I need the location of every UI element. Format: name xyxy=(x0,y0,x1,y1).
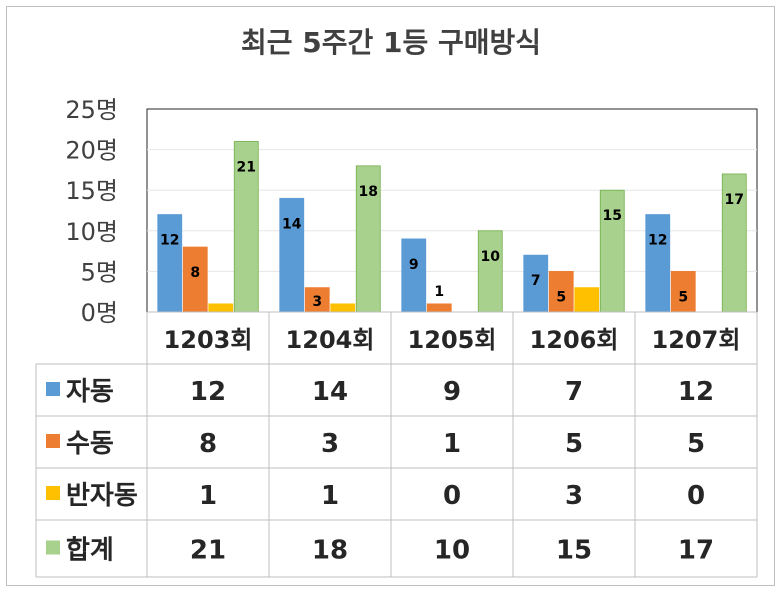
chart-title: 최근 5주간 1등 구매방식 xyxy=(241,26,541,59)
data-label: 3 xyxy=(312,294,322,310)
data-label: 12 xyxy=(160,233,179,249)
legend-key xyxy=(46,434,60,448)
y-tick-label: 10명 xyxy=(65,218,118,246)
data-label: 10 xyxy=(481,249,501,265)
category-label: 1206회 xyxy=(530,326,619,354)
bar xyxy=(599,189,625,313)
data-label: 9 xyxy=(409,257,419,273)
legend-key xyxy=(46,486,60,500)
table-cell: 12 xyxy=(678,377,714,407)
bar xyxy=(645,214,671,313)
bar xyxy=(670,270,696,313)
bar xyxy=(233,141,259,313)
data-label: 1 xyxy=(434,284,444,300)
data-label: 5 xyxy=(678,289,688,305)
table-cell: 1 xyxy=(321,481,339,511)
y-tick-label: 25명 xyxy=(65,96,118,124)
bar xyxy=(401,238,427,313)
y-tick-label: 15명 xyxy=(65,177,118,205)
data-label: 15 xyxy=(603,208,622,224)
series-name: 합계 xyxy=(66,536,114,566)
table-cell: 3 xyxy=(565,481,583,511)
category-label: 1203회 xyxy=(164,326,253,354)
table-cell: 18 xyxy=(312,536,348,566)
table-cell: 12 xyxy=(190,377,226,407)
table-cell: 21 xyxy=(190,536,226,566)
table-cell: 17 xyxy=(678,536,714,566)
bar xyxy=(574,287,600,313)
bar xyxy=(523,254,549,313)
table-cell: 3 xyxy=(321,429,339,459)
table-cell: 1 xyxy=(199,481,217,511)
y-tick-label: 5명 xyxy=(81,258,118,286)
table-cell: 15 xyxy=(556,536,592,566)
data-label: 21 xyxy=(237,159,256,175)
bar xyxy=(548,270,574,313)
series-name: 자동 xyxy=(66,377,114,407)
bar xyxy=(330,303,356,313)
bar xyxy=(426,303,452,313)
bar xyxy=(208,303,234,313)
table-cell: 10 xyxy=(434,536,470,566)
bar xyxy=(304,287,330,313)
table-cell: 0 xyxy=(687,481,705,511)
table-cell: 5 xyxy=(565,429,583,459)
series-name: 수동 xyxy=(66,429,114,459)
bar xyxy=(182,246,208,313)
category-label: 1204회 xyxy=(286,326,375,354)
y-tick-label: 20명 xyxy=(65,137,118,165)
bar xyxy=(721,173,747,313)
table-cell: 7 xyxy=(565,377,583,407)
series-name: 반자동 xyxy=(66,481,138,511)
legend-key xyxy=(46,540,60,555)
data-label: 17 xyxy=(725,192,744,208)
legend-key xyxy=(46,382,60,396)
table-cell: 9 xyxy=(443,377,461,407)
category-label: 1207회 xyxy=(652,326,741,354)
data-label: 7 xyxy=(531,273,541,289)
table-cell: 0 xyxy=(443,481,461,511)
data-label: 8 xyxy=(190,265,200,281)
bar xyxy=(477,230,503,313)
data-label: 12 xyxy=(648,233,667,249)
data-label: 18 xyxy=(359,184,378,200)
category-label: 1205회 xyxy=(408,326,497,354)
y-tick-label: 0명 xyxy=(81,299,118,327)
table-cell: 5 xyxy=(687,429,705,459)
bar xyxy=(355,165,381,313)
table-cell: 1 xyxy=(443,429,461,459)
data-label: 5 xyxy=(556,289,566,305)
bar xyxy=(157,214,183,313)
bar xyxy=(279,197,305,313)
table-cell: 8 xyxy=(199,429,217,459)
table-cell: 14 xyxy=(312,377,348,407)
data-label: 14 xyxy=(282,216,302,232)
